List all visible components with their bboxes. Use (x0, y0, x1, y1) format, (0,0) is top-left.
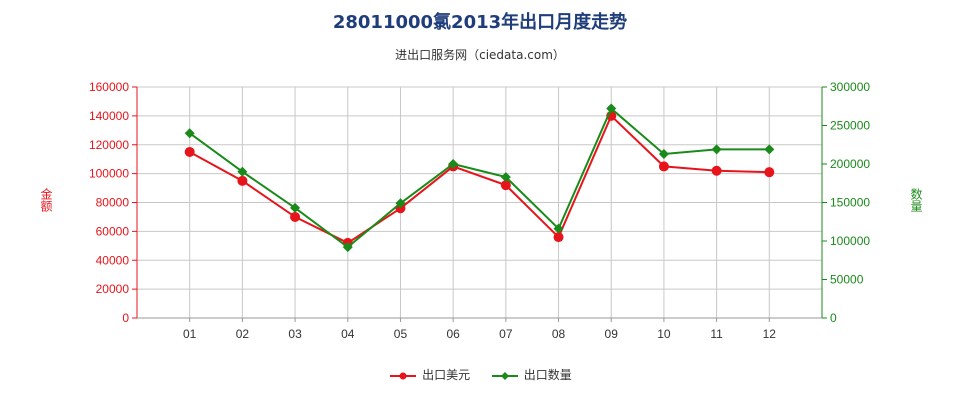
series-2-point (658, 148, 669, 159)
y-right-tick-label: 100000 (830, 234, 870, 248)
x-tick-label: 02 (236, 327, 250, 341)
y-right-tick-label: 50000 (830, 273, 864, 287)
series-1-point (553, 232, 564, 243)
y-left-tick-label: 100000 (89, 167, 129, 181)
series-1-point (184, 146, 195, 157)
y-left-tick-label: 120000 (89, 138, 129, 152)
legend-qty-label: 出口数量 (523, 368, 572, 382)
series-line-2 (189, 106, 770, 249)
chart-subtitle: 进出口服务网（ciedata.com） (395, 48, 565, 62)
y-left-tick-label: 60000 (96, 224, 130, 238)
x-tick-label: 01 (183, 327, 197, 341)
x-tick-label: 09 (605, 327, 619, 341)
y-left-tick-label: 140000 (89, 109, 129, 123)
x-tick-label: 07 (499, 327, 513, 341)
series-line-1 (189, 114, 770, 245)
legend: 出口美元 出口数量 (0, 366, 960, 383)
x-tick-label: 10 (657, 327, 671, 341)
x-tick-label: 06 (446, 327, 460, 341)
x-tick-label: 05 (394, 327, 408, 341)
series-1-point (237, 175, 248, 186)
legend-usd-label: 出口美元 (422, 368, 471, 382)
y-right-tick-label: 0 (830, 311, 837, 325)
legend-usd-icon (390, 372, 417, 379)
x-tick-label: 04 (341, 327, 355, 341)
series-2-point (184, 128, 195, 139)
series-2-point (500, 172, 511, 183)
y-left-tick-label: 20000 (96, 282, 130, 296)
series-2-point (237, 166, 248, 177)
series-2-point (290, 202, 301, 213)
legend-item-qty: 出口数量 (490, 366, 572, 383)
series-2-point (606, 103, 617, 114)
series-2-point (711, 144, 722, 155)
series-1-point (290, 211, 301, 222)
series-2-point (448, 159, 459, 169)
x-tick-label: 03 (288, 327, 302, 341)
y-left-tick-label: 40000 (96, 253, 130, 267)
y-left-tick-label: 0 (122, 311, 129, 325)
y-left-axis-label: 金额 (39, 188, 53, 212)
chart-title: 28011000氯2013年出口月度走势 (332, 12, 628, 33)
legend-item-usd: 出口美元 (388, 366, 470, 383)
series-2-point (395, 198, 406, 209)
legend-qty-icon (491, 371, 518, 380)
y-right-axis-label: 数量 (909, 188, 923, 212)
series-1-point (764, 167, 775, 178)
x-tick-label: 08 (552, 327, 566, 341)
series-1-point (658, 161, 669, 172)
x-tick-label: 12 (763, 327, 777, 341)
series-2-point (764, 144, 775, 155)
y-right-tick-label: 200000 (830, 157, 870, 171)
y-right-tick-label: 150000 (830, 196, 870, 210)
x-tick-label: 11 (710, 327, 723, 341)
y-left-tick-label: 80000 (96, 196, 130, 210)
series-2-point (342, 242, 353, 253)
series-2-point (553, 223, 564, 234)
y-right-tick-label: 300000 (830, 80, 870, 94)
series-1-point (500, 180, 511, 191)
y-left-tick-label: 160000 (89, 80, 129, 94)
series-1-point (711, 165, 722, 176)
y-right-tick-label: 250000 (830, 119, 870, 133)
